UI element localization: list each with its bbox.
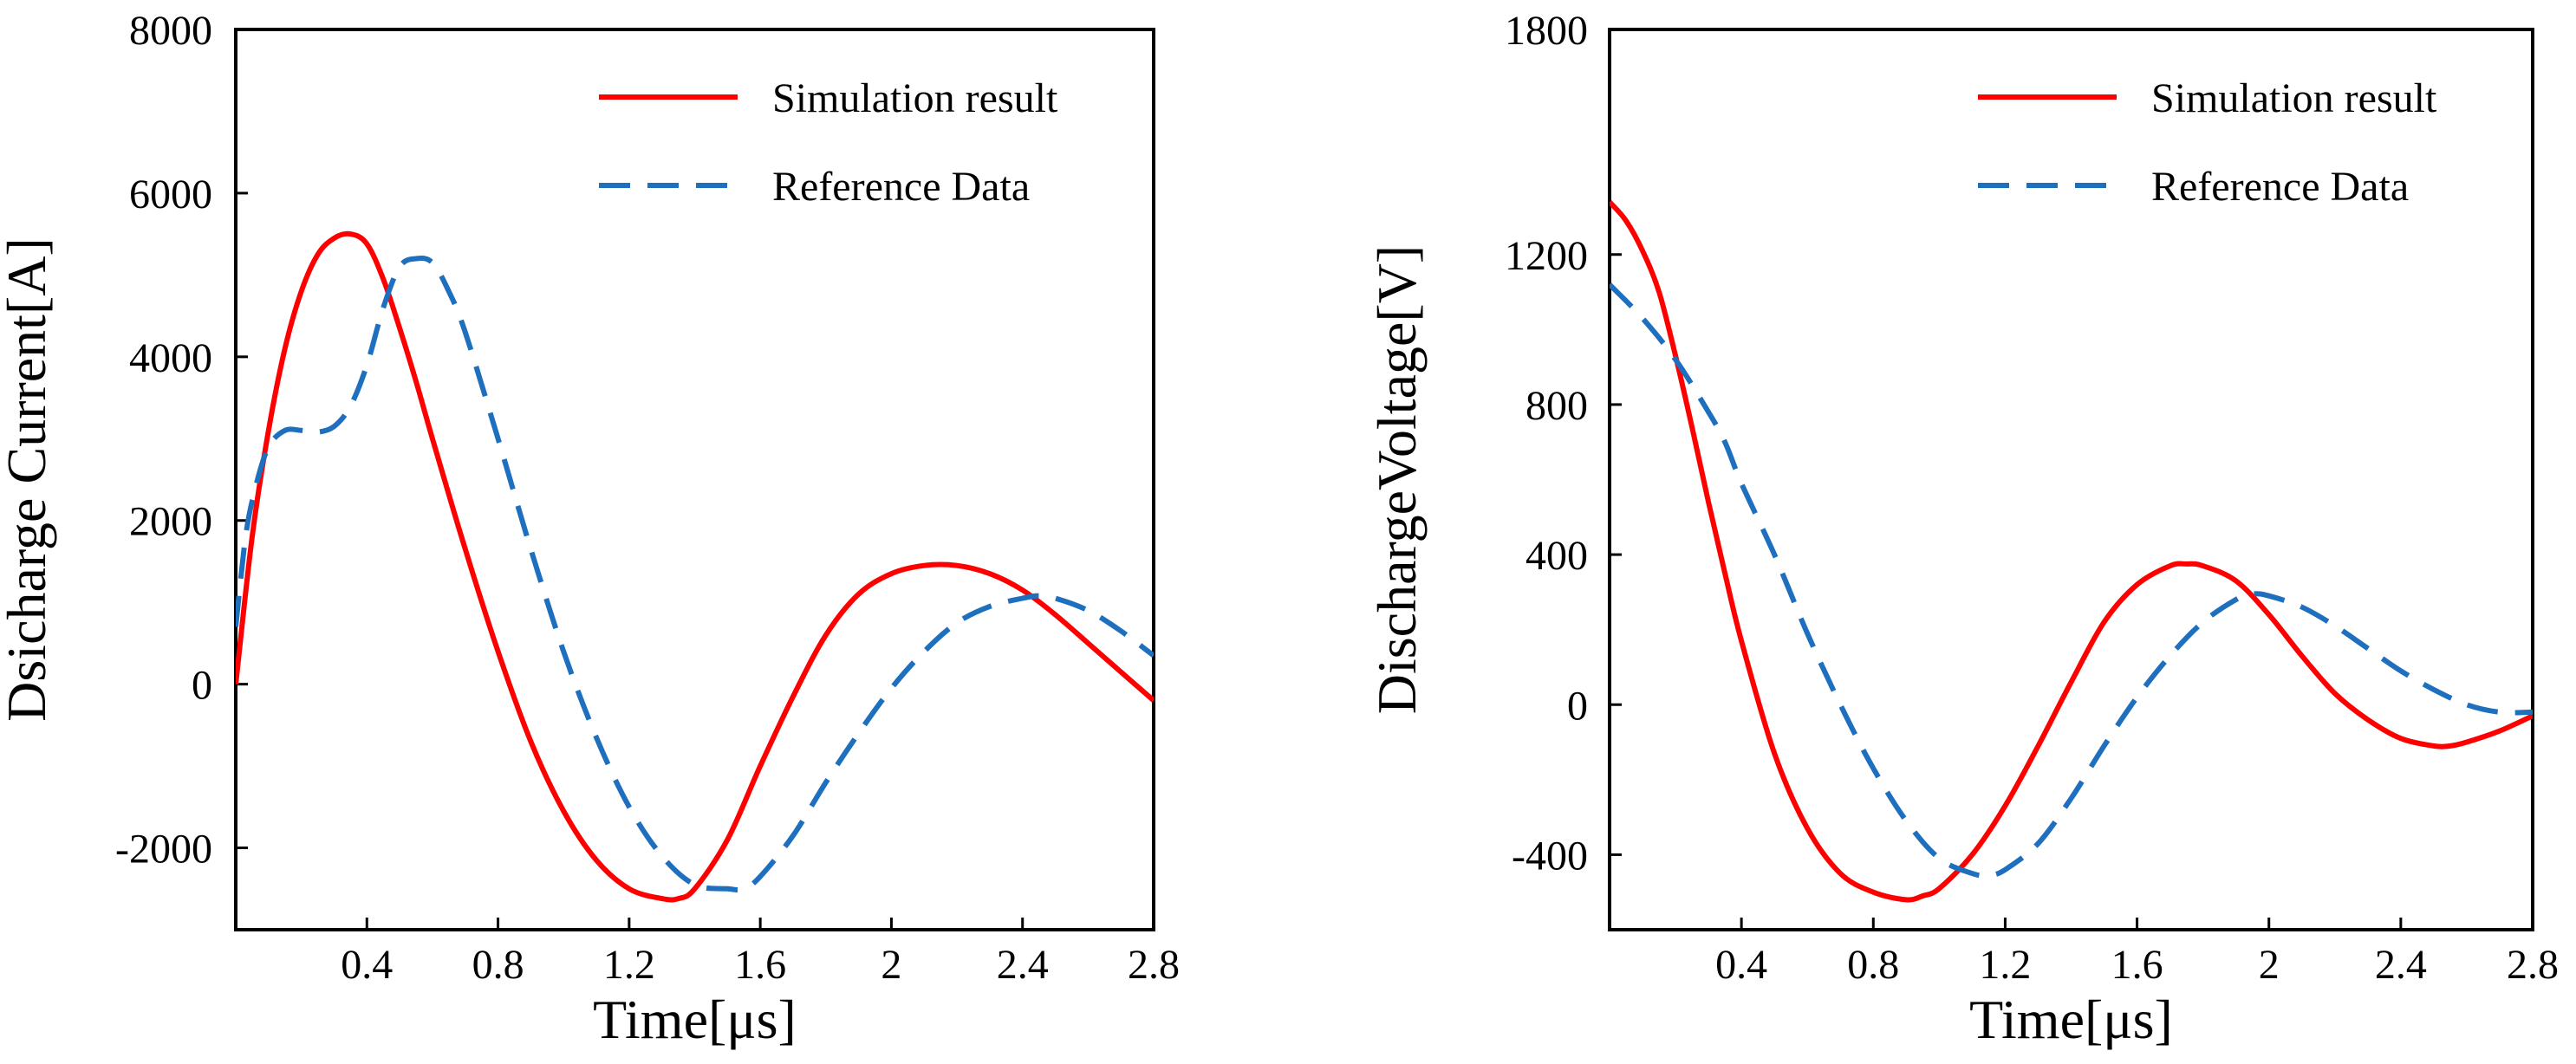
- reference-data-line: [236, 255, 1154, 893]
- simulation-result-line: [236, 230, 1154, 903]
- x-tick-label: 2.8: [2507, 942, 2559, 988]
- legend-label: Simulation result: [2151, 75, 2437, 121]
- x-axis-title: Time[μs]: [593, 989, 797, 1050]
- simulation-result-line: [1610, 200, 2533, 903]
- y-axis-title: DischargeVoltage[V]: [1366, 245, 1428, 714]
- reference-data-line: [1610, 282, 2533, 879]
- x-tick-label: 0.8: [1847, 942, 1899, 988]
- x-tick-label: 2: [881, 942, 901, 988]
- y-axis-title: Dsicharge Current[A]: [0, 237, 57, 722]
- y-tick-label: 0: [1567, 683, 1588, 729]
- y-tick-label: 1200: [1505, 233, 1588, 279]
- x-tick-label: 2.4: [997, 942, 1049, 988]
- x-tick-label: 1.6: [734, 942, 786, 988]
- x-tick-label: 1.2: [1979, 942, 2031, 988]
- y-tick-label: 4000: [129, 335, 212, 381]
- x-tick-label: 2.8: [1128, 942, 1180, 988]
- x-axis-title: Time[μs]: [1969, 989, 2173, 1050]
- y-tick-label: 800: [1525, 383, 1588, 429]
- plot-frame: [1608, 28, 2534, 931]
- legend-label: Simulation result: [772, 75, 1058, 121]
- x-tick-label: 2.4: [2375, 942, 2427, 988]
- x-tick-label: 0.4: [341, 942, 393, 988]
- x-tick-label: 0.4: [1715, 942, 1767, 988]
- y-tick-label: 1800: [1505, 8, 1588, 54]
- y-tick-label: -400: [1512, 833, 1588, 879]
- y-tick-label: 2000: [129, 499, 212, 545]
- x-tick-label: 1.6: [2111, 942, 2163, 988]
- y-tick-label: -2000: [115, 827, 212, 873]
- x-tick-label: 0.8: [472, 942, 524, 988]
- legend-label: Reference Data: [2151, 164, 2409, 210]
- x-tick-label: 1.2: [603, 942, 655, 988]
- chart-panel-1: 0.4 0.8 1.2 1.6 2 2.4 2.8 -2000 0 2000 4000 6000 800…: [0, 8, 1180, 1050]
- y-tick-label: 400: [1525, 533, 1588, 579]
- legend-label: Reference Data: [772, 164, 1030, 210]
- y-tick-label: 0: [192, 663, 212, 709]
- x-tick-label: 2: [2259, 942, 2280, 988]
- y-tick-label: 8000: [129, 8, 212, 54]
- plot-frame: [234, 28, 1155, 931]
- y-tick-label: 6000: [129, 172, 212, 217]
- chart-panel-2: 0.4 0.8 1.2 1.6 2 2.4 2.8 -400 0 400 800 1200 1800 Ti…: [1366, 8, 2559, 1050]
